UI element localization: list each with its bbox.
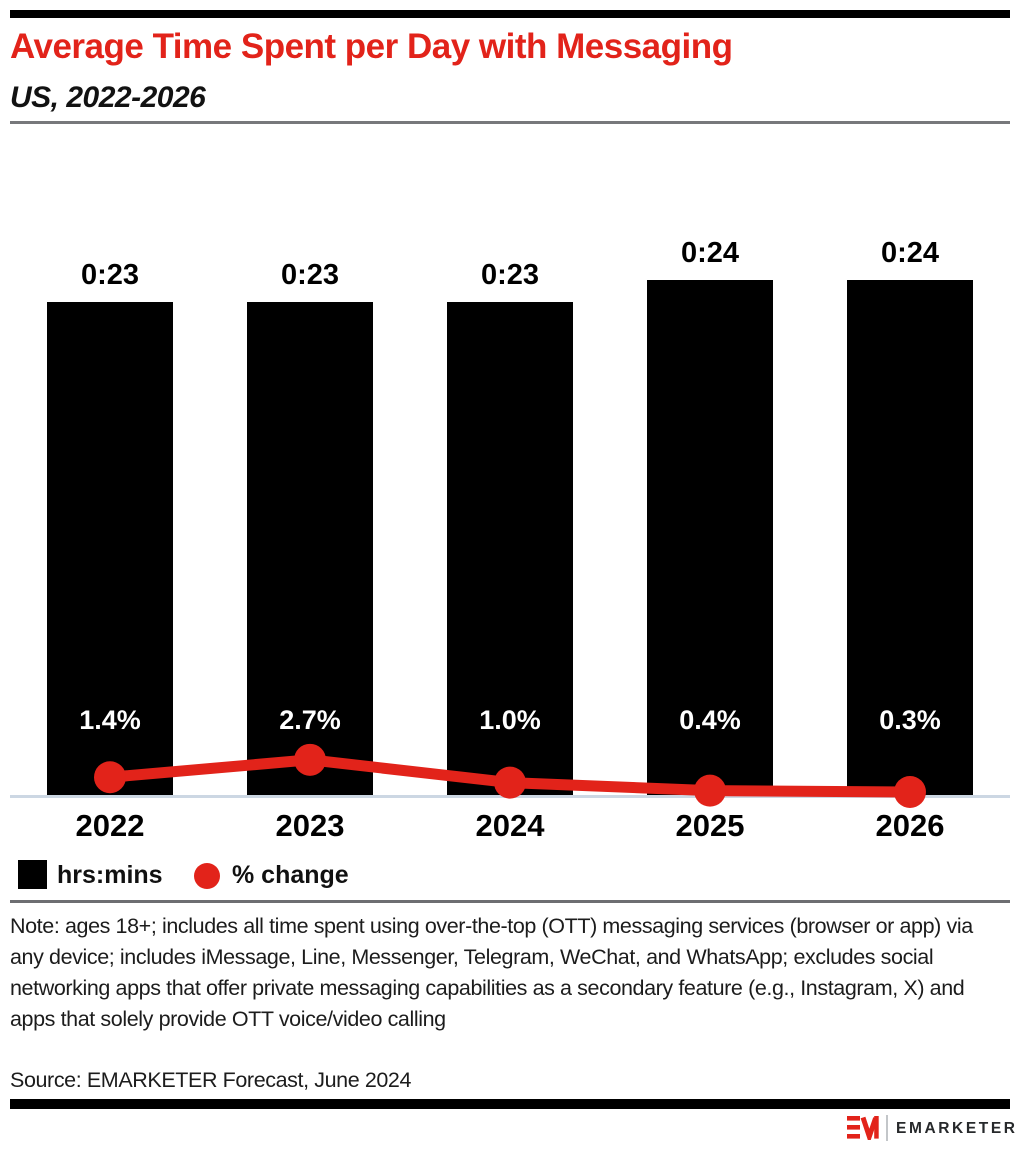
pct-change-label-2022: 1.4% — [79, 705, 141, 735]
bar-2025 — [647, 280, 773, 796]
x-axis-label-2024: 2024 — [475, 808, 545, 843]
bar-2023 — [247, 301, 373, 796]
pct-change-label-2025: 0.4% — [679, 705, 741, 735]
chart-title: Average Time Spent per Day with Messagin… — [10, 27, 733, 66]
bar-2024 — [447, 301, 573, 796]
legend-label-pct-change: % change — [232, 861, 349, 889]
legend-swatch-pct-change — [194, 863, 220, 889]
emarketer-logo-em-icon — [847, 1116, 879, 1140]
chart-subtitle: US, 2022-2026 — [10, 81, 206, 114]
x-axis-label-2025: 2025 — [675, 808, 745, 843]
header-divider — [10, 121, 1010, 124]
x-axis-label-2023: 2023 — [275, 808, 345, 843]
legend-divider — [10, 900, 1010, 903]
bar-value-label-2026: 0:24 — [880, 237, 940, 270]
bar-value-label-2025: 0:24 — [680, 237, 740, 270]
top-accent-bar — [10, 10, 1010, 18]
x-axis-label-2022: 2022 — [75, 808, 145, 843]
footnote-source: Source: EMARKETER Forecast, June 2024 — [10, 1068, 412, 1092]
bar-value-label-2022: 0:23 — [80, 258, 140, 291]
legend-label-hrs-mins: hrs:mins — [57, 861, 163, 889]
x-axis-label-2026: 2026 — [875, 808, 945, 843]
logo-divider — [886, 1115, 888, 1141]
footnote-note: Note: ages 18+; includes all time spent … — [10, 914, 973, 1031]
pct-change-label-2023: 2.7% — [279, 705, 341, 735]
pct-change-label-2026: 0.3% — [879, 705, 941, 735]
bottom-accent-bar — [10, 1099, 1010, 1109]
bar-2022 — [47, 301, 173, 796]
legend-swatch-hrs-mins — [18, 860, 47, 889]
emarketer-logo-text: EMARKETER — [896, 1120, 1018, 1137]
pct-change-label-2024: 1.0% — [479, 705, 541, 735]
bar-2026 — [847, 280, 973, 796]
bar-value-label-2023: 0:23 — [280, 258, 340, 291]
bar-value-label-2024: 0:23 — [480, 258, 540, 291]
